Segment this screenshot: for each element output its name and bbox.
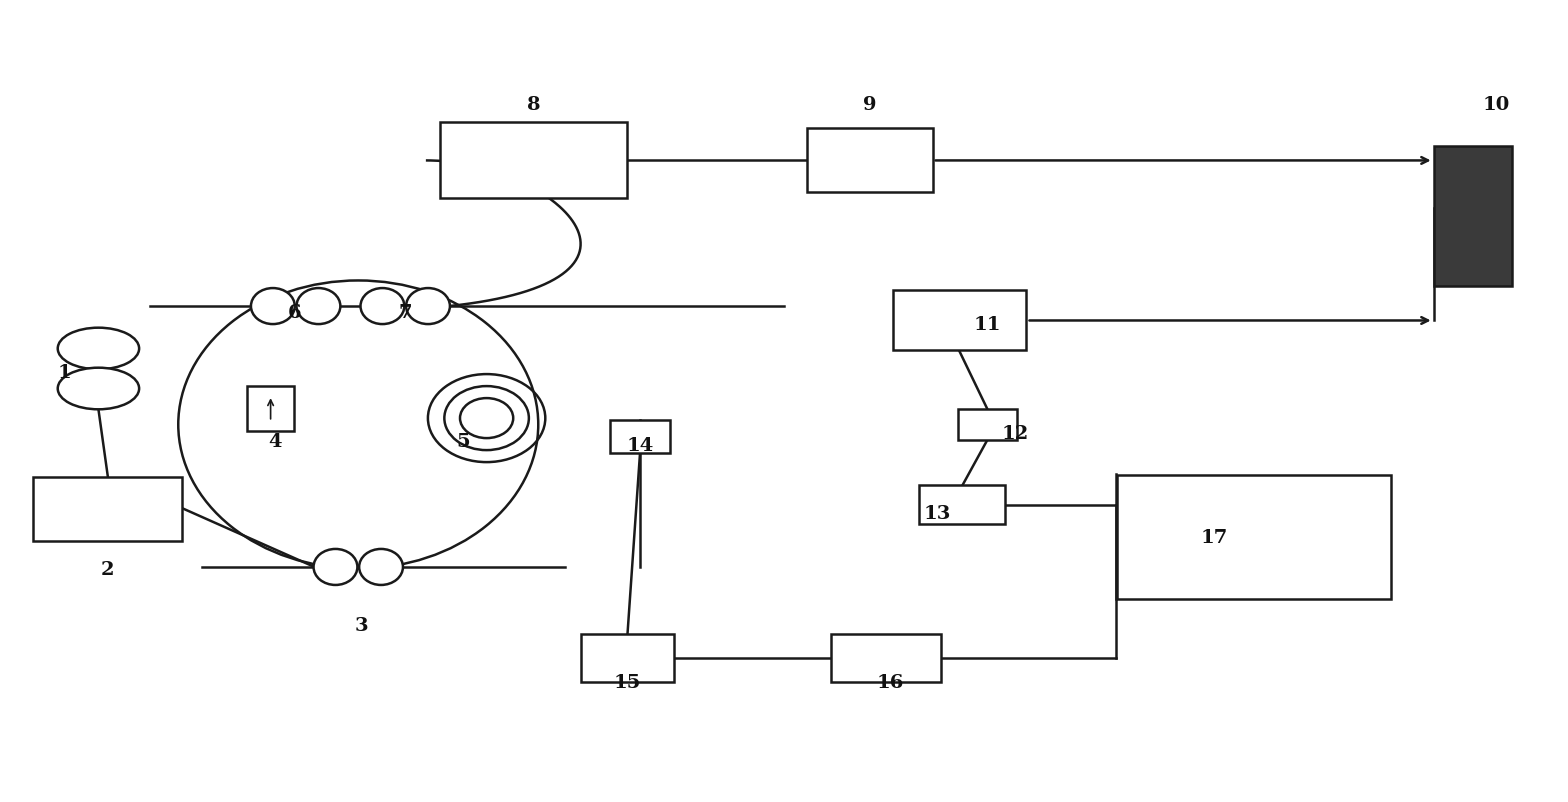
Bar: [610, 420, 670, 454]
Text: 3: 3: [354, 616, 368, 634]
Bar: [831, 634, 941, 683]
Ellipse shape: [314, 549, 358, 585]
Text: 5: 5: [456, 432, 470, 450]
Bar: [580, 634, 674, 683]
Text: 8: 8: [527, 96, 541, 114]
Text: 4: 4: [268, 432, 282, 450]
Bar: [892, 291, 1025, 351]
Text: 2: 2: [100, 560, 114, 577]
Ellipse shape: [251, 289, 295, 325]
Ellipse shape: [361, 289, 405, 325]
Bar: [958, 410, 1018, 440]
Text: 17: 17: [1201, 528, 1228, 546]
Bar: [33, 477, 182, 541]
Bar: [248, 387, 295, 431]
Text: 6: 6: [287, 304, 301, 322]
Ellipse shape: [296, 289, 340, 325]
Text: 16: 16: [877, 674, 905, 691]
Bar: [919, 486, 1005, 524]
Text: 11: 11: [974, 316, 1002, 334]
Text: 15: 15: [613, 674, 641, 691]
Bar: [439, 124, 627, 199]
Bar: [1433, 148, 1512, 287]
Text: 14: 14: [626, 436, 654, 454]
Text: 7: 7: [398, 304, 412, 322]
Bar: [1116, 475, 1391, 599]
Ellipse shape: [359, 549, 403, 585]
Bar: [808, 129, 933, 193]
Text: 9: 9: [864, 96, 877, 114]
Ellipse shape: [58, 328, 140, 370]
Text: 12: 12: [1002, 424, 1029, 442]
Text: 10: 10: [1483, 96, 1510, 114]
Text: 13: 13: [924, 504, 952, 522]
Ellipse shape: [406, 289, 450, 325]
Ellipse shape: [58, 368, 140, 410]
Text: 1: 1: [56, 364, 71, 382]
